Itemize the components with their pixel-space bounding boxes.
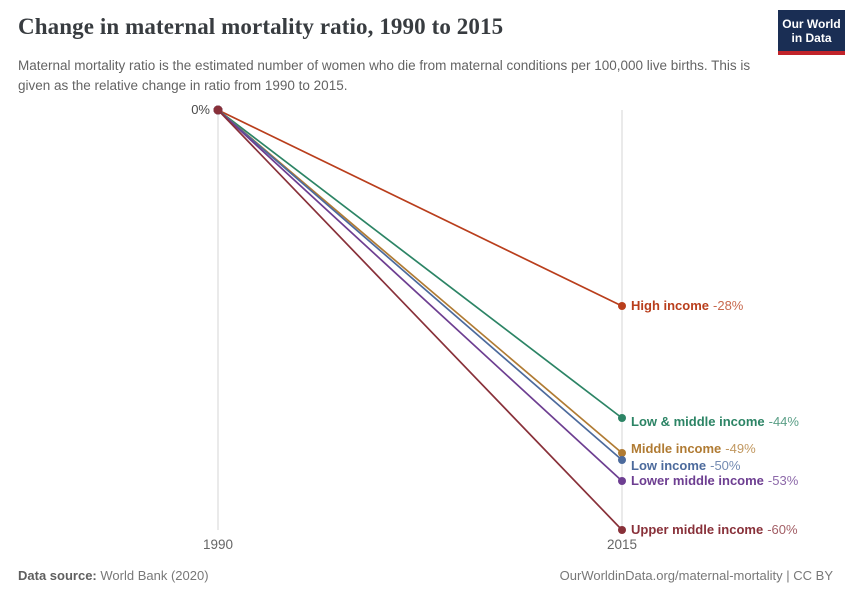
end-dot [618, 477, 626, 485]
series-label: Low income -50% [631, 457, 740, 475]
series-value: -28% [713, 298, 744, 313]
owid-logo-line2: in Data [791, 30, 832, 45]
end-dot [618, 302, 626, 310]
series-name: High income [631, 298, 710, 313]
end-dot [618, 414, 626, 422]
y-axis-zero-label: 0% [191, 102, 210, 117]
end-dot [618, 456, 626, 464]
slope-line [217, 109, 623, 419]
data-source-text: World Bank (2020) [100, 568, 209, 583]
owid-logo: Our World in Data [778, 10, 845, 55]
series-label: Lower middle income -53% [631, 472, 798, 490]
end-dot [618, 449, 626, 457]
series-value: -53% [767, 473, 799, 488]
origin-dot [213, 105, 223, 115]
series-name: Lower middle income [631, 473, 764, 488]
chart-subtitle: Maternal mortality ratio is the estimate… [18, 58, 751, 93]
slope-line [217, 109, 623, 482]
slope-line [217, 109, 623, 461]
series-name: Low & middle income [631, 414, 765, 429]
chart-footer: Data source: World Bank (2020) OurWorldi… [0, 568, 850, 583]
series-value: -44% [768, 414, 799, 429]
slope-line [217, 109, 623, 307]
data-source-note: Data source: World Bank (2020) [18, 568, 209, 583]
owid-logo-line1: Our World [782, 16, 841, 31]
x-tick-1990: 1990 [202, 537, 234, 552]
series-value: -49% [725, 441, 756, 456]
slope-line [217, 109, 623, 531]
series-value: -60% [767, 522, 798, 537]
series-label: High income -28% [631, 297, 743, 315]
series-name: Middle income [631, 441, 722, 456]
page-title: Change in maternal mortality ratio, 1990… [18, 14, 504, 39]
end-dot [618, 526, 626, 534]
series-name: Low income [631, 458, 707, 473]
data-source-prefix: Data source: [18, 568, 97, 583]
series-label: Low & middle income -44% [631, 413, 799, 431]
series-value: -50% [710, 458, 741, 473]
series-label: Middle income -49% [631, 440, 756, 458]
series-label: Upper middle income -60% [631, 521, 798, 539]
slope-line [217, 109, 623, 454]
attribution-note: OurWorldinData.org/maternal-mortality | … [559, 568, 833, 583]
series-name: Upper middle income [631, 522, 764, 537]
x-tick-2015: 2015 [606, 537, 638, 552]
